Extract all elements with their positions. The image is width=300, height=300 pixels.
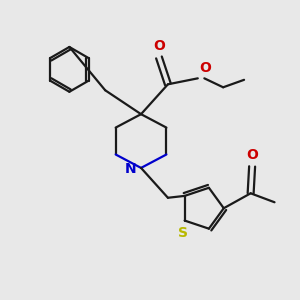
Text: O: O bbox=[199, 61, 211, 75]
Text: O: O bbox=[246, 148, 258, 162]
Text: O: O bbox=[153, 39, 165, 53]
Text: S: S bbox=[178, 226, 188, 240]
Text: N: N bbox=[125, 162, 136, 176]
